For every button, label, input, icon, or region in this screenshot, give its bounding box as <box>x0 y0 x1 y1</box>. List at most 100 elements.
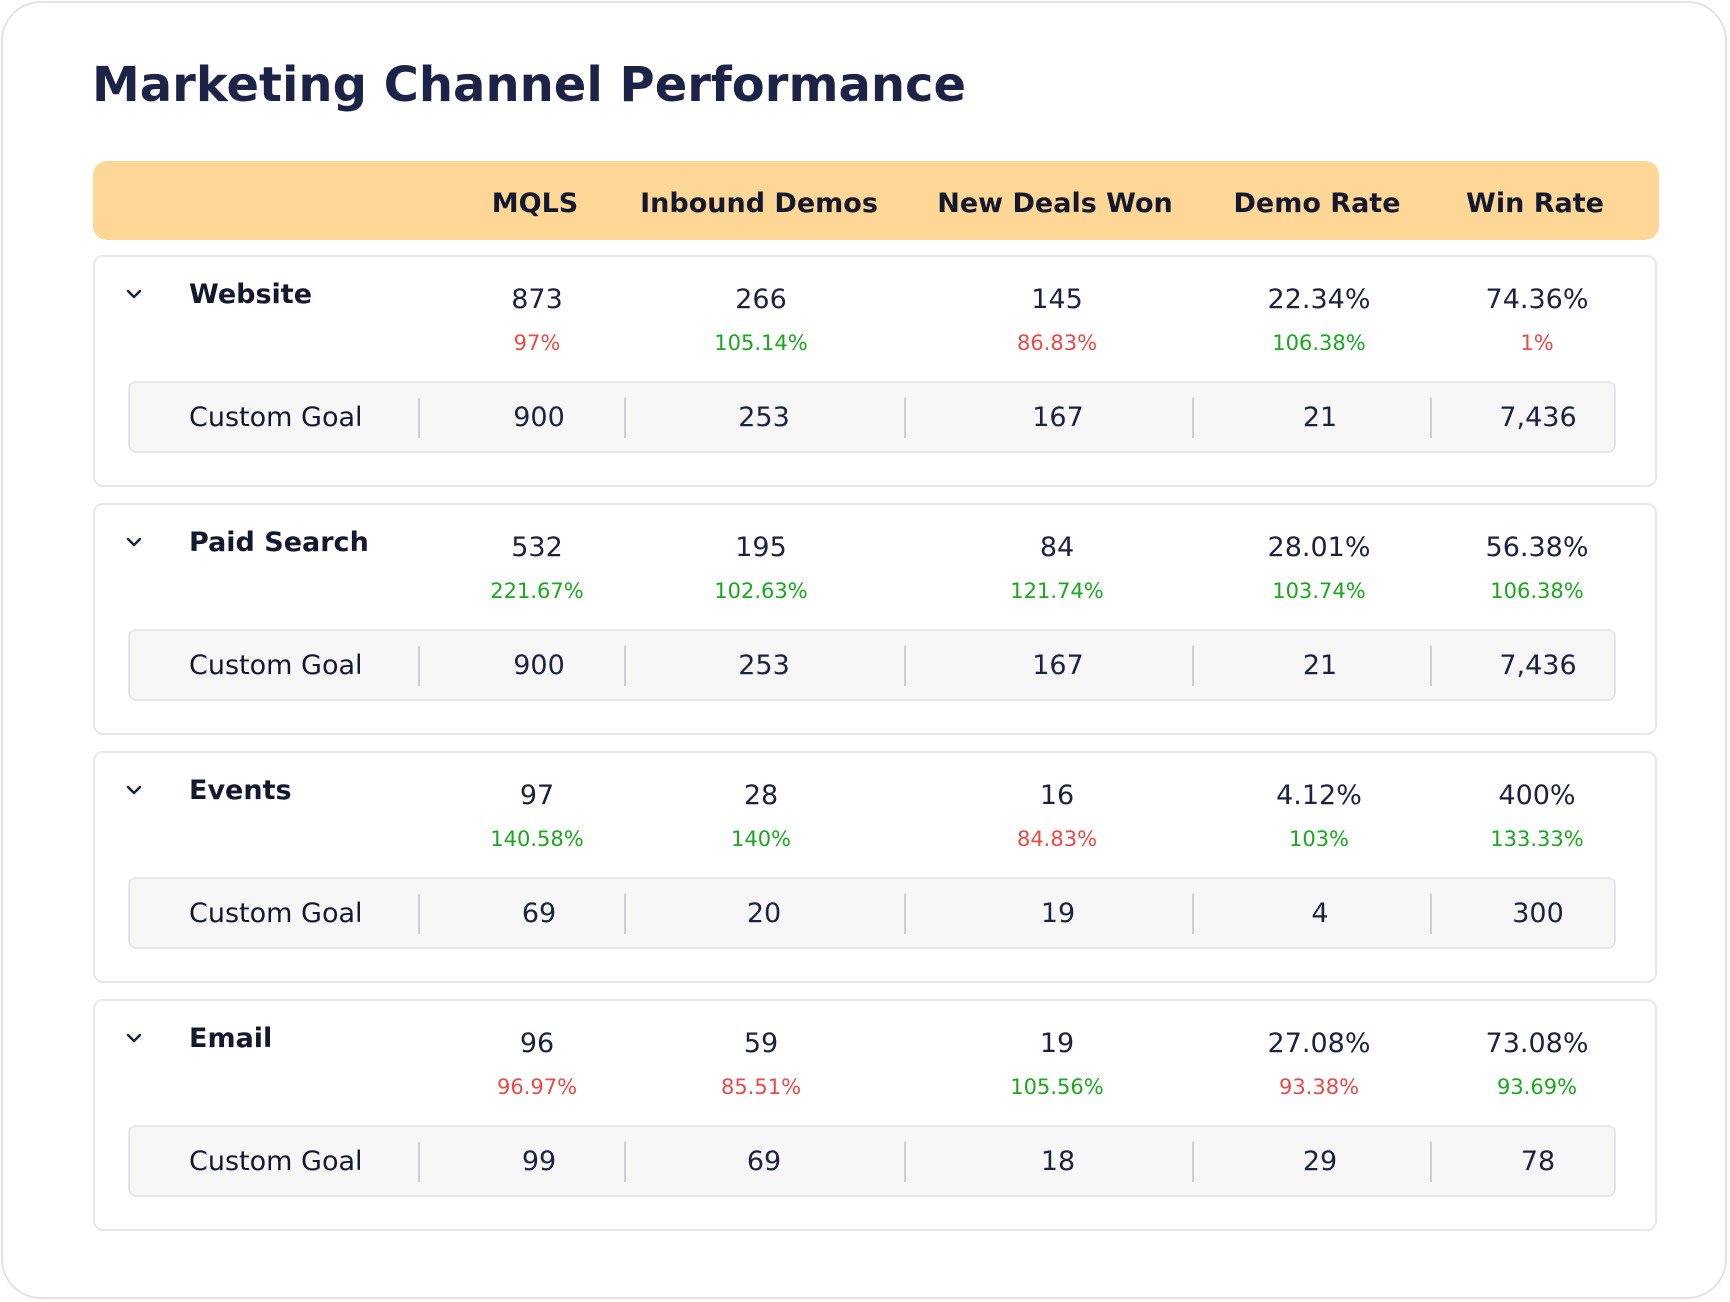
channel-section: Email 96 59 19 27.08% 73.08% 96.97% 85.51% 105.5… <box>93 999 1657 1231</box>
column-divider <box>418 894 420 934</box>
column-divider <box>624 646 626 686</box>
column-divider <box>1192 894 1194 934</box>
chevron-down-icon[interactable] <box>123 283 145 305</box>
metric-value: 96 <box>519 1028 555 1059</box>
column-divider <box>1430 1142 1432 1182</box>
goal-attainment-percent: 106.38% <box>1272 331 1366 355</box>
column-divider <box>1192 1142 1194 1182</box>
metric-value: 84 <box>1039 532 1075 563</box>
goal-attainment-percent: 1% <box>1520 331 1554 355</box>
goal-attainment-percent: 121.74% <box>1010 579 1104 603</box>
metric-value: 74.36% <box>1485 284 1589 315</box>
custom-goal-value[interactable]: 69 <box>746 1146 782 1177</box>
custom-goal-value[interactable]: 29 <box>1302 1146 1338 1177</box>
custom-goal-row: Custom Goal 900 253 167 21 7,436 <box>128 629 1616 701</box>
goal-attainment-percent: 96.97% <box>496 1075 578 1099</box>
goal-attainment-percent: 93.69% <box>1496 1075 1578 1099</box>
column-header-mqls: MQLS <box>491 188 579 219</box>
custom-goal-value[interactable]: 167 <box>1032 650 1084 681</box>
goal-attainment-percent: 97% <box>513 331 561 355</box>
custom-goal-value[interactable]: 20 <box>746 898 782 929</box>
metric-value: 16 <box>1039 780 1075 811</box>
custom-goal-value[interactable]: 900 <box>513 650 565 681</box>
custom-goal-row: Custom Goal 69 20 19 4 300 <box>128 877 1616 949</box>
metric-value: 195 <box>735 532 787 563</box>
column-header-inbound-demos: Inbound Demos <box>640 188 878 219</box>
custom-goal-value[interactable]: 7,436 <box>1499 402 1577 433</box>
custom-goal-value[interactable]: 253 <box>738 650 790 681</box>
column-header-new-deals-won: New Deals Won <box>937 188 1173 219</box>
metric-value: 59 <box>743 1028 779 1059</box>
column-header-win-rate: Win Rate <box>1466 188 1604 219</box>
custom-goal-value[interactable]: 300 <box>1512 898 1564 929</box>
goal-attainment-percent: 84.83% <box>1016 827 1098 851</box>
column-divider <box>1430 646 1432 686</box>
channel-name: Events <box>189 775 292 806</box>
metric-value: 97 <box>519 780 555 811</box>
table-header: MQLS Inbound Demos New Deals Won Demo Ra… <box>93 161 1659 240</box>
custom-goal-value[interactable]: 4 <box>1311 898 1329 929</box>
custom-goal-value[interactable]: 99 <box>521 1146 557 1177</box>
custom-goal-value[interactable]: 21 <box>1302 402 1338 433</box>
metric-value: 28 <box>743 780 779 811</box>
column-divider <box>1430 894 1432 934</box>
column-divider <box>418 1142 420 1182</box>
column-divider <box>904 646 906 686</box>
column-header-demo-rate: Demo Rate <box>1233 188 1401 219</box>
custom-goal-label: Custom Goal <box>189 650 363 681</box>
column-divider <box>418 398 420 438</box>
goal-attainment-percent: 133.33% <box>1490 827 1584 851</box>
column-divider <box>904 1142 906 1182</box>
goal-attainment-percent: 140.58% <box>490 827 584 851</box>
chevron-down-icon[interactable] <box>123 531 145 553</box>
goal-attainment-percent: 85.51% <box>720 1075 802 1099</box>
metric-value: 28.01% <box>1267 532 1371 563</box>
channel-section: Paid Search 532 195 84 28.01% 56.38% 221.67% 10… <box>93 503 1657 735</box>
goal-attainment-percent: 221.67% <box>490 579 584 603</box>
chevron-down-icon[interactable] <box>123 1027 145 1049</box>
goal-attainment-percent: 93.38% <box>1278 1075 1360 1099</box>
metric-value: 56.38% <box>1485 532 1589 563</box>
metric-value: 145 <box>1031 284 1083 315</box>
metric-value: 266 <box>735 284 787 315</box>
goal-attainment-percent: 103.74% <box>1272 579 1366 603</box>
column-divider <box>904 894 906 934</box>
goal-attainment-percent: 105.14% <box>714 331 808 355</box>
metric-value: 27.08% <box>1267 1028 1371 1059</box>
goal-attainment-percent: 140% <box>730 827 792 851</box>
metric-value: 4.12% <box>1276 780 1362 811</box>
metric-value: 22.34% <box>1267 284 1371 315</box>
goal-attainment-percent: 86.83% <box>1016 331 1098 355</box>
channel-name: Website <box>189 279 313 310</box>
goal-attainment-percent: 102.63% <box>714 579 808 603</box>
custom-goal-value[interactable]: 7,436 <box>1499 650 1577 681</box>
channel-section: Website 873 266 145 22.34% 74.36% 97% 105.14% 86… <box>93 255 1657 487</box>
channel-name: Paid Search <box>189 527 369 558</box>
custom-goal-label: Custom Goal <box>189 402 363 433</box>
custom-goal-value[interactable]: 253 <box>738 402 790 433</box>
custom-goal-value[interactable]: 167 <box>1032 402 1084 433</box>
page-title: Marketing Channel Performance <box>92 57 967 113</box>
column-divider <box>1192 646 1194 686</box>
metric-value: 19 <box>1039 1028 1075 1059</box>
chevron-down-icon[interactable] <box>123 779 145 801</box>
metric-value: 532 <box>511 532 563 563</box>
column-divider <box>1192 398 1194 438</box>
custom-goal-value[interactable]: 18 <box>1040 1146 1076 1177</box>
channel-section: Events 97 28 16 4.12% 400% 140.58% 140% 84.83% 10… <box>93 751 1657 983</box>
custom-goal-value[interactable]: 900 <box>513 402 565 433</box>
column-divider <box>1430 398 1432 438</box>
custom-goal-value[interactable]: 69 <box>521 898 557 929</box>
column-divider <box>624 398 626 438</box>
custom-goal-value[interactable]: 21 <box>1302 650 1338 681</box>
channel-name: Email <box>189 1023 273 1054</box>
custom-goal-value[interactable]: 78 <box>1520 1146 1556 1177</box>
custom-goal-label: Custom Goal <box>189 1146 363 1177</box>
metric-value: 873 <box>511 284 563 315</box>
metric-value: 400% <box>1498 780 1576 811</box>
goal-attainment-percent: 103% <box>1288 827 1350 851</box>
custom-goal-row: Custom Goal 99 69 18 29 78 <box>128 1125 1616 1197</box>
custom-goal-value[interactable]: 19 <box>1040 898 1076 929</box>
goal-attainment-percent: 105.56% <box>1010 1075 1104 1099</box>
